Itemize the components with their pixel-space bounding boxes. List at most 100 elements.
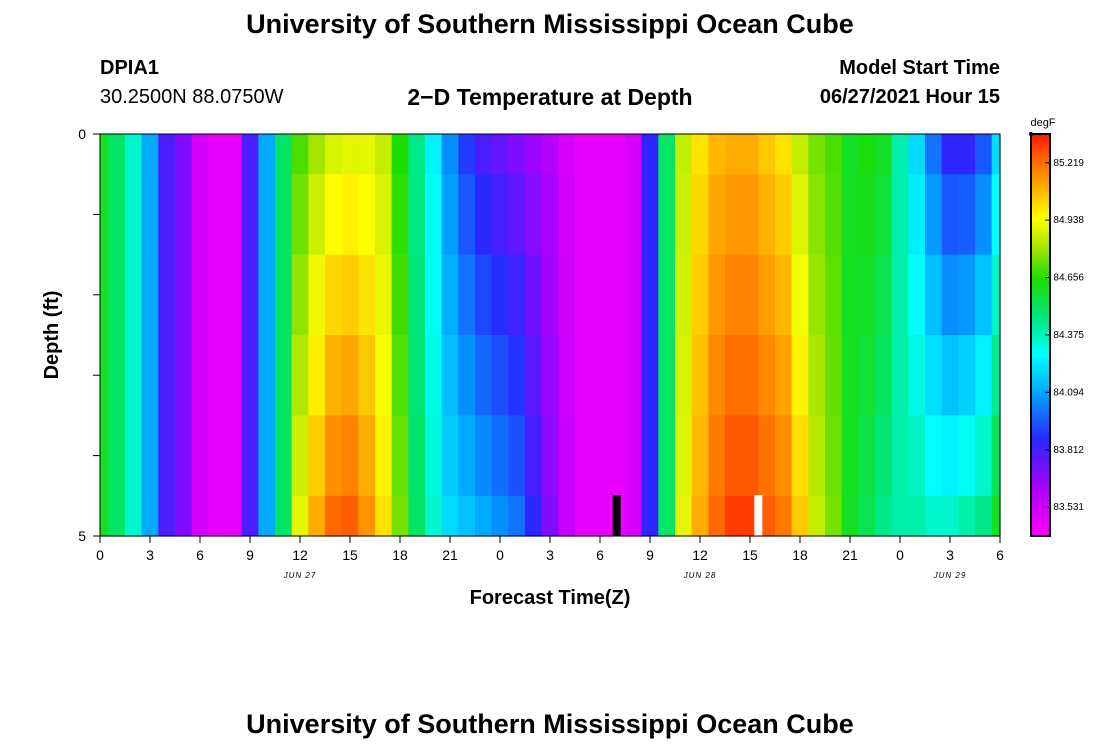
heatmap-cell — [175, 174, 193, 256]
heatmap-cell — [375, 495, 393, 537]
heatmap-cell — [908, 335, 926, 416]
heatmap-cell — [858, 254, 876, 336]
x-axis-label: Forecast Time(Z) — [470, 587, 631, 609]
heatmap-cell — [108, 415, 126, 497]
heatmap-cell — [575, 134, 593, 175]
heatmap-cell — [675, 335, 693, 416]
colorbar-tick-label: 84.938 — [1053, 215, 1084, 226]
heatmap-cell — [791, 254, 809, 336]
heatmap-cell — [258, 495, 276, 537]
heatmap-cell — [541, 174, 559, 256]
heatmap-cell — [341, 134, 359, 175]
heatmap-cell — [525, 415, 543, 497]
heatmap-cell — [625, 134, 643, 175]
heatmap-cell — [458, 174, 476, 256]
heatmap-cell — [741, 335, 759, 416]
heatmap-cell — [758, 254, 776, 336]
heatmap-cell — [875, 174, 893, 256]
heatmap-cell — [141, 415, 159, 497]
heatmap-cell — [258, 254, 276, 336]
heatmap-cell — [658, 495, 676, 537]
heatmap-cell — [275, 335, 293, 416]
heatmap-cell — [975, 254, 993, 336]
heatmap-cell — [958, 254, 976, 336]
heatmap-cell — [741, 174, 759, 256]
heatmap-cell — [841, 415, 859, 497]
heatmap-cell — [991, 415, 1001, 497]
heatmap-cell — [158, 495, 176, 537]
heatmap-cell — [208, 415, 226, 497]
heatmap-cell — [275, 254, 293, 336]
heatmap-cell — [408, 134, 426, 175]
heatmap-cell — [708, 174, 726, 256]
heatmap-cell — [325, 415, 343, 497]
chart-title: 2−D Temperature at Depth — [407, 84, 693, 110]
heatmap-cell — [558, 495, 576, 537]
heatmap-cell — [341, 174, 359, 256]
x-tick-label: 6 — [196, 547, 204, 563]
heatmap-cell — [725, 134, 743, 175]
heatmap-cell — [708, 254, 726, 336]
heatmap-cell — [925, 415, 943, 497]
heatmap-cell — [625, 415, 643, 497]
heatmap-cell — [391, 174, 409, 256]
colorbar-corner-dot — [1029, 132, 1033, 136]
heatmap-cell — [841, 495, 859, 537]
heatmap-cell — [925, 495, 943, 537]
heatmap-cell — [558, 134, 576, 175]
heatmap-cell — [225, 134, 243, 175]
heatmap-cell — [291, 335, 309, 416]
y-axis: 05 — [78, 126, 100, 544]
heatmap-cell — [975, 335, 993, 416]
heatmap-cell — [591, 415, 609, 497]
heatmap-cell — [575, 495, 593, 537]
heatmap-cell — [908, 415, 926, 497]
heatmap-cell — [608, 134, 626, 175]
heatmap-cell — [241, 335, 259, 416]
heatmap-cell — [625, 335, 643, 416]
heatmap-cell — [100, 174, 109, 256]
heatmap-cell — [100, 134, 109, 175]
x-tick-label: 0 — [96, 547, 104, 563]
heatmap-cell — [275, 134, 293, 175]
heatmap-cell — [591, 335, 609, 416]
heatmap-cell — [925, 134, 943, 175]
heatmap-cell — [541, 254, 559, 336]
heatmap-cell — [100, 495, 109, 537]
heatmap-cell — [491, 415, 509, 497]
heatmap-cell — [658, 134, 676, 175]
colorbar-tick-label: 84.375 — [1053, 330, 1084, 341]
heatmap-cell — [108, 335, 126, 416]
y-tick-label: 0 — [78, 126, 86, 142]
heatmap-cell — [208, 254, 226, 336]
heatmap-cell — [158, 174, 176, 256]
date-label: JUN 27 — [283, 571, 317, 580]
heatmap-cell — [791, 495, 809, 537]
heatmap-cell — [858, 415, 876, 497]
heatmap-cell — [558, 335, 576, 416]
x-tick-label: 18 — [792, 547, 808, 563]
heatmap-cell — [141, 254, 159, 336]
heatmap-cell — [958, 495, 976, 537]
heatmap-cell — [725, 415, 743, 497]
heatmap-cell — [225, 335, 243, 416]
heatmap-cell — [241, 134, 259, 175]
heatmap-cell — [941, 415, 959, 497]
heatmap-cell — [841, 335, 859, 416]
heatmap-cell — [291, 174, 309, 256]
heatmap-cell — [108, 134, 126, 175]
heatmap-cell — [441, 134, 459, 175]
heatmap-cell — [625, 174, 643, 256]
heatmap-cell — [208, 495, 226, 537]
heatmap-cell — [208, 335, 226, 416]
x-tick-label: 12 — [692, 547, 708, 563]
heatmap-cell — [775, 495, 793, 537]
heatmap-cell — [758, 415, 776, 497]
heatmap-cell — [375, 134, 393, 175]
heatmap-cell — [158, 415, 176, 497]
heatmap-cell — [341, 335, 359, 416]
heatmap-cell — [325, 174, 343, 256]
heatmap-cell — [191, 254, 209, 336]
time-markers — [612, 495, 763, 536]
heatmap-cell — [358, 335, 376, 416]
